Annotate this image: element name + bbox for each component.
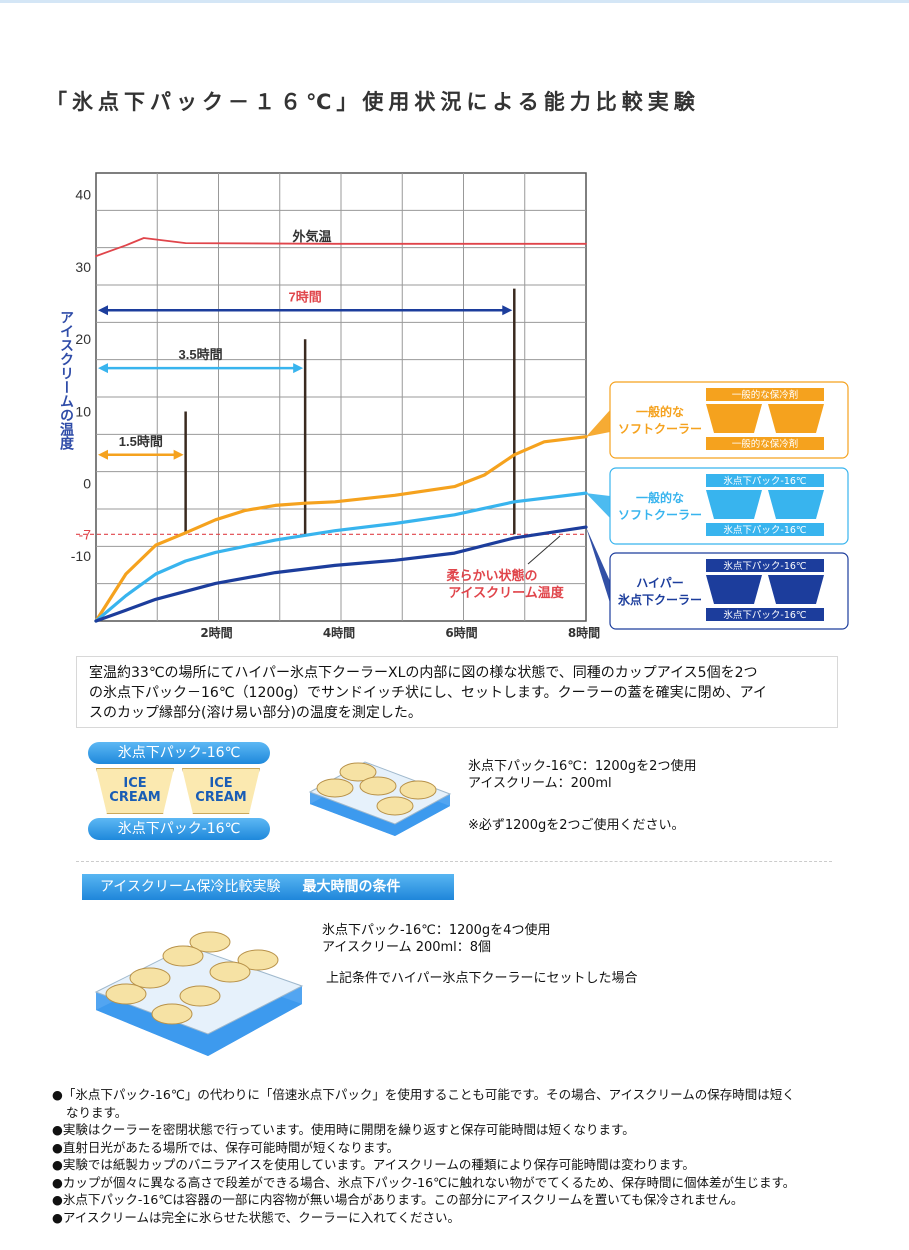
legend-cup-right [768,404,824,433]
experiment-description: 室温約33℃の場所にてハイパー氷点下クーラーXLの内部に図の様な状態で、同種のカ… [76,656,838,728]
legend-name-line2: 氷点下クーラー [617,592,702,607]
legend-cup-left [706,404,762,433]
series-line-2 [94,491,588,623]
legend-cup-left [706,490,762,519]
note-item: ●カップが個々に異なる高さで段差ができる場合、氷点下パック-16℃に触れない物が… [52,1174,796,1190]
y-tick-label: 0 [83,476,91,492]
pack-bottom-label: 氷点下パック-16℃ [88,818,270,840]
cup-text-cream: CREAM [109,790,161,805]
legend-pack-top [706,559,824,572]
y-tick-label: 40 [75,187,91,203]
note-item: ●アイスクリームは完全に氷らせた状態で、クーラーに入れてください。 [52,1209,461,1225]
description-line-1: 室温約33℃の場所にてハイパー氷点下クーラーXLの内部に図の様な状態で、同種のカ… [89,665,758,681]
legend-pack-top-label: 一般的な保冷剤 [732,389,799,401]
note-item: ●「氷点下パック-16℃」の代わりに「倍速氷点下パック」を使用することも可能です… [52,1087,795,1102]
y-tick-label: 20 [75,331,91,347]
duration-arrow-head-right [293,363,304,374]
y-tick-label: -10 [71,548,91,564]
legend-name-line1: 一般的な [636,404,684,419]
cooler-illustration-1 [308,761,452,836]
legend-pack-bottom-label: 一般的な保冷剤 [732,438,799,450]
page-title: 「氷点下パック－１６℃」使用状況による能力比較実験 [46,90,700,114]
ice-cream-cup-1: ICE CREAM [96,768,174,814]
section2-note-1: 氷点下パック-16℃：1200gを4つ使用 [322,923,551,938]
banner-sub: 最大時間の条件 [302,879,401,895]
y-tick-label: -7 [79,526,92,542]
description-line-2: の氷点下パック－16℃（1200g）でサンドイッチ状にし、セットします。クーラー… [89,685,767,701]
notes-list: ●「氷点下パック-16℃」の代わりに「倍速氷点下パック」を使用することも可能です… [52,1086,795,1226]
duration-label: 7時間 [289,289,322,304]
outside-air-label: 外気温 [291,229,331,245]
x-tick-label: 4時間 [323,625,355,640]
series-line-1 [94,435,588,623]
x-tick-label: 8時間 [568,625,600,640]
y-axis-label: アイスクリームの温度 [58,310,74,451]
setup1-note-2: アイスクリーム：200ml [468,776,612,791]
setup1-note-1: 氷点下パック-16℃：1200gを2つ使用 [468,759,697,774]
duration-arrow-head-right [173,449,184,460]
temperature-chart: 1.5時間 3.5時間 7時間 40 30 20 10 0 -7 -10 2時間 4時間 6時間 8時間… [58,172,849,640]
soft-temp-label-2: アイスクリーム温度 [448,585,565,601]
section2-banner: アイスクリーム保冷比較実験 最大時間の条件 [82,874,454,900]
legend-name-line1: 一般的な [636,490,684,505]
pack-top-label: 氷点下パック-16℃ [88,742,270,764]
duration-arrow-head-left [98,305,108,316]
legend-pack-top-label: 氷点下パック-16℃ [723,560,807,572]
duration-arrow-head-right [502,305,513,316]
note-item: ●直射日光があたる場所では、保存可能時間が短くなります。 [52,1139,400,1155]
duration-label: 3.5時間 [179,347,223,362]
soft-temp-leader [527,535,561,565]
note-item: ●実験では紙製カップのバニラアイスを使用しています。アイスクリームの種類により保… [52,1157,695,1172]
cup-text-ice: ICE [209,776,233,791]
ice-cream-cup-2: ICE CREAM [182,768,260,814]
legend-pack-bottom [706,437,824,450]
duration-arrow-head-left [98,363,108,374]
legend-cup-right [768,490,824,519]
legend-pack-bottom-label: 氷点下パック-16℃ [723,524,807,536]
x-tick-label: 2時間 [200,625,232,640]
series-line-0 [95,237,587,257]
y-tick-label: 30 [75,259,91,275]
legend-pack-bottom-label: 氷点下パック-16℃ [723,609,807,621]
section2-note-3: 上記条件でハイパー氷点下クーラーにセットした場合 [326,971,638,986]
setup1-note-3: ※必ず1200gを2つご使用ください。 [468,818,685,833]
duration-arrow-head-left [98,449,108,460]
banner-main: アイスクリーム保冷比較実験 [100,879,281,895]
legend-pack-bottom [706,608,824,621]
legend-cup-left [706,575,762,604]
cooler-illustration-2 [94,931,304,1056]
legend-pointer [586,410,610,437]
legend-pointer [586,527,610,603]
note-item: ●実験はクーラーを密閉状態で行っています。使用時に開閉を繰り返すと保存可能時間は… [52,1122,635,1137]
series-line-3 [94,525,588,623]
section-divider [76,861,832,862]
legend-pack-top [706,474,824,487]
note-item-continued: なります。 [66,1104,128,1120]
legend-name-line1: ハイパー [636,576,684,590]
legend-pack-top-label: 氷点下パック-16℃ [723,475,807,487]
section2-note-2: アイスクリーム 200ml：8個 [322,940,492,955]
legend-pack-top [706,388,824,401]
cup-text-ice: ICE [123,776,147,791]
cup-text-cream: CREAM [195,790,247,805]
legend-pointer [586,493,610,518]
top-border [0,0,909,3]
legend-pack-bottom [706,523,824,536]
legend-name-line2: ソフトクーラー [618,422,702,436]
y-tick-label: 10 [75,403,91,419]
note-item: ●氷点下パック-16℃は容器の一部に内容物が無い場合があります。この部分にアイス… [52,1192,744,1207]
legend-cup-right [768,575,824,604]
soft-temp-label-1: 柔らかい状態の [445,568,537,584]
x-tick-label: 6時間 [445,625,477,640]
duration-label: 1.5時間 [119,434,163,449]
description-line-3: スのカップ縁部分(溶け易い部分)の温度を測定した。 [89,705,422,721]
legend-name-line2: ソフトクーラー [618,508,702,522]
